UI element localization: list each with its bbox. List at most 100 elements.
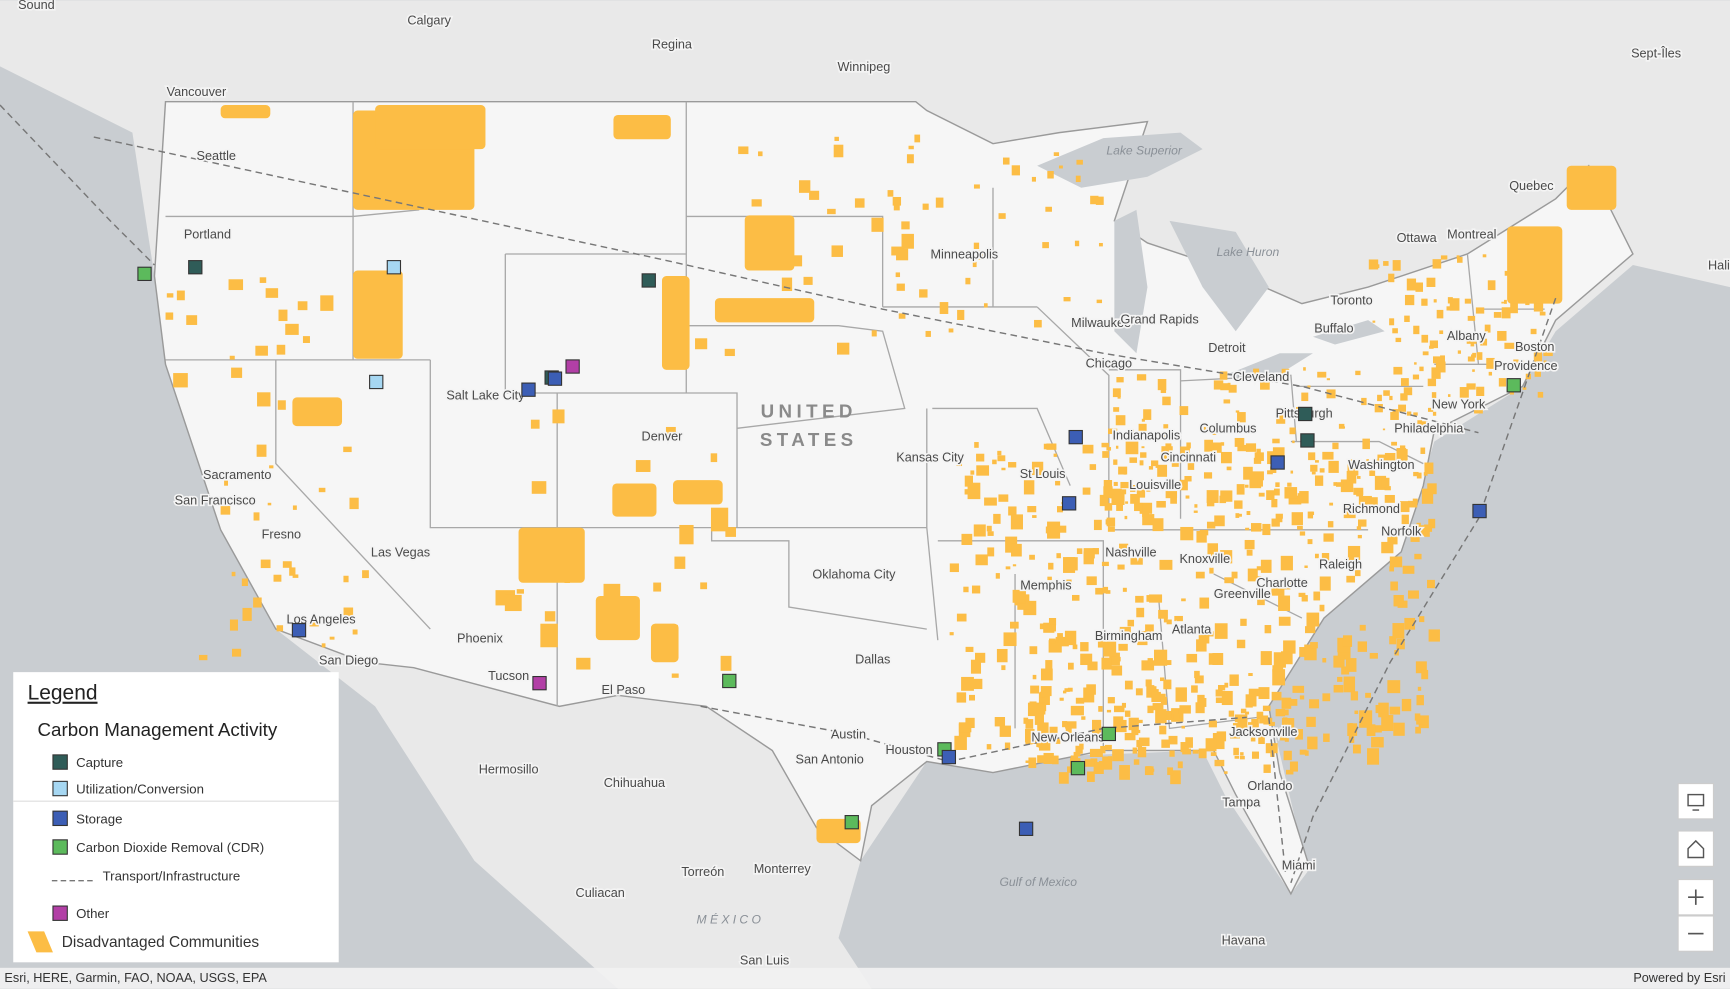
dac-area	[1417, 421, 1428, 433]
attribution[interactable]: Esri, HERE, Garmin, FAO, NOAA, USGS, EPA	[4, 971, 267, 985]
activity-site[interactable]	[1101, 726, 1117, 742]
home-button[interactable]	[1677, 830, 1715, 867]
dac-area	[1179, 705, 1191, 714]
city-label: Washington	[1348, 458, 1414, 472]
dac-area	[1119, 626, 1131, 636]
dac-area	[1412, 374, 1420, 380]
dac-area	[1419, 616, 1425, 623]
dac-area	[970, 659, 982, 674]
legend-subtitle: Carbon Management Activity	[38, 719, 278, 740]
dac-area	[1346, 557, 1352, 565]
dac-area	[1234, 437, 1245, 447]
dac-area	[1354, 710, 1359, 715]
dac-area	[710, 507, 729, 532]
dac-area	[1264, 625, 1272, 634]
zoom-out-button[interactable]	[1677, 915, 1715, 952]
dac-area	[1235, 513, 1240, 518]
zoom-in-button[interactable]	[1677, 879, 1715, 916]
activity-site[interactable]	[641, 273, 656, 288]
dac-area	[1404, 315, 1410, 322]
dac-area	[1099, 494, 1109, 507]
dac-area	[973, 524, 986, 537]
dac-area	[970, 470, 975, 475]
dac-area	[1280, 732, 1287, 741]
dac-area	[1429, 345, 1434, 349]
dac-area	[1268, 721, 1275, 726]
dac-area	[1085, 734, 1095, 742]
dac-area	[1068, 560, 1075, 568]
city-label: San Luis	[740, 954, 789, 968]
transport-line	[1268, 717, 1287, 872]
dac-area	[318, 487, 326, 493]
activity-site[interactable]	[1068, 429, 1083, 445]
dac-area	[1245, 694, 1257, 707]
activity-site[interactable]	[1070, 760, 1086, 776]
activity-site[interactable]	[1300, 433, 1315, 448]
dac-area	[1254, 452, 1264, 461]
dac-area	[1175, 687, 1187, 702]
dac-area	[1239, 755, 1245, 760]
activity-site[interactable]	[941, 749, 957, 765]
dac-area	[1368, 259, 1379, 270]
activity-site[interactable]	[565, 359, 580, 374]
dac-area	[1224, 577, 1234, 584]
dac-area	[1291, 512, 1303, 526]
dac-area	[1313, 591, 1321, 601]
dac-area	[1112, 749, 1124, 762]
dac-area	[1124, 680, 1133, 690]
dac-area	[1156, 500, 1166, 508]
activity-site[interactable]	[1472, 503, 1487, 519]
dac-area	[1410, 536, 1420, 542]
activity-site[interactable]	[1506, 378, 1521, 393]
dac-area	[1090, 195, 1099, 205]
dac-area	[1413, 471, 1419, 477]
dac-area	[1101, 561, 1109, 567]
activity-site[interactable]	[722, 673, 737, 689]
dac-area	[1377, 454, 1386, 465]
dac-area	[1102, 756, 1113, 770]
activity-site[interactable]	[532, 675, 547, 691]
dac-area	[1466, 336, 1477, 344]
dac-area	[1381, 541, 1394, 554]
activity-site[interactable]	[291, 623, 307, 638]
great-lakes	[1037, 132, 1385, 381]
activity-site[interactable]	[137, 266, 152, 282]
activity-site[interactable]	[1270, 455, 1285, 470]
fullscreen-button[interactable]	[1677, 783, 1715, 820]
activity-site[interactable]	[188, 260, 203, 275]
dac-area	[893, 202, 900, 211]
city-label: Portland	[184, 228, 231, 242]
activity-site[interactable]	[521, 382, 536, 397]
dac-area	[1356, 476, 1361, 479]
dac-area	[1395, 530, 1400, 534]
dac-area	[1210, 752, 1217, 756]
activity-site[interactable]	[1061, 496, 1077, 511]
dac-area	[1374, 738, 1380, 745]
dac-area	[1240, 752, 1244, 756]
powered-by[interactable]: Powered by Esri	[1633, 971, 1725, 985]
dac-area	[992, 459, 997, 465]
dac-area	[1117, 396, 1121, 399]
dac-area	[1244, 373, 1252, 380]
activity-site[interactable]	[1298, 406, 1313, 422]
activity-site[interactable]	[386, 260, 402, 275]
activity-site[interactable]	[1018, 821, 1034, 836]
dac-area	[986, 525, 992, 532]
legend-label: Disadvantaged Communities	[62, 934, 260, 951]
dac-area	[1212, 733, 1225, 750]
dac-area	[530, 419, 540, 429]
activity-site[interactable]	[844, 815, 859, 830]
dac-area	[1116, 377, 1124, 383]
dac-area	[1240, 618, 1247, 626]
city-label: Las Vegas	[371, 545, 430, 559]
dac-area	[1319, 468, 1325, 473]
dac-area	[1292, 685, 1305, 693]
city-label: Sept-Îles	[1631, 46, 1681, 61]
dac-area	[1480, 339, 1485, 345]
dac-area	[906, 154, 914, 164]
activity-site[interactable]	[369, 374, 384, 390]
activity-site[interactable]	[547, 371, 563, 386]
dac-area	[1257, 479, 1263, 487]
dac-area	[1323, 733, 1330, 742]
dac-area	[809, 190, 820, 200]
